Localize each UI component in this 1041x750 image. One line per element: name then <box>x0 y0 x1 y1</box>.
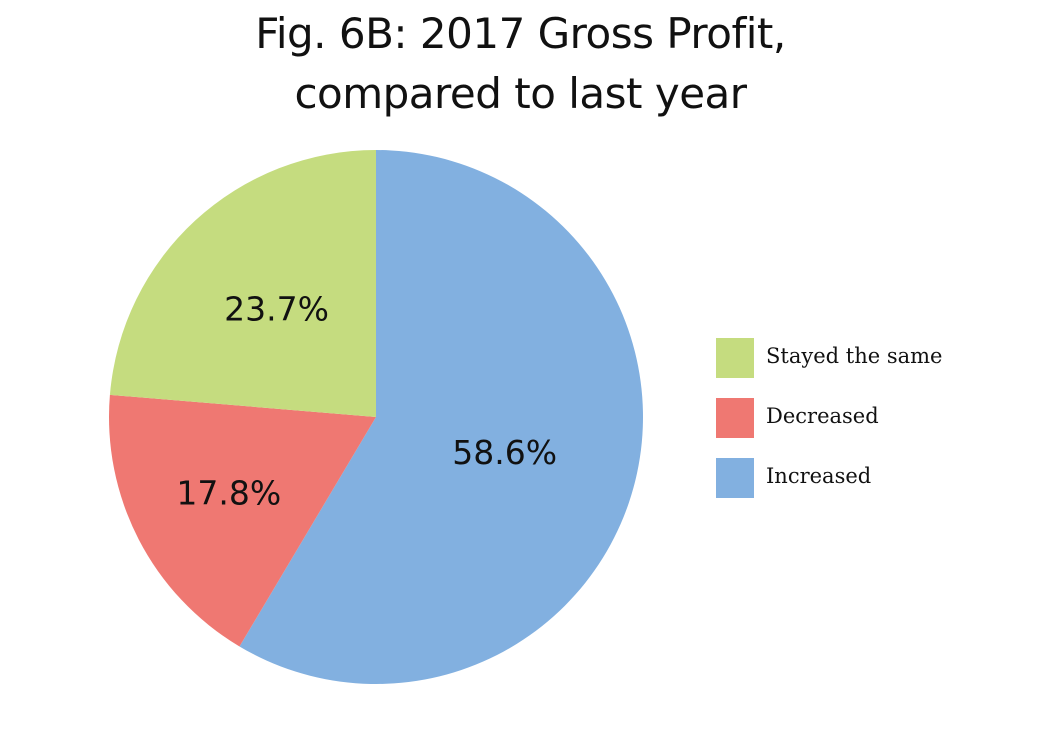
pie-label-stayed-the-same: 23.7% <box>224 289 329 328</box>
pie-label-decreased: 17.8% <box>176 473 281 512</box>
legend-swatch-increased <box>716 458 754 498</box>
pie-slice-decreased <box>108 394 376 647</box>
chart-title-line-1: Fig. 6B: 2017 Gross Profit, <box>255 9 786 58</box>
legend-swatch-decreased <box>716 398 754 438</box>
pie-slices <box>108 150 643 684</box>
pie-slice-increased <box>239 150 643 684</box>
pie-slice-stayed-the-same <box>109 150 376 417</box>
chart-title-line-2: compared to last year <box>294 69 747 118</box>
legend-swatch-stayed-the-same <box>716 338 754 378</box>
chart-title: Fig. 6B: 2017 Gross Profit, compared to … <box>0 4 1041 124</box>
pie-value-labels: 58.6% 17.8% 23.7% <box>176 289 557 512</box>
pie-label-increased: 58.6% <box>452 433 557 472</box>
legend-label-stayed-the-same: Stayed the same <box>766 344 943 368</box>
legend-label-increased: Increased <box>766 464 872 488</box>
legend-label-decreased: Decreased <box>766 404 879 428</box>
